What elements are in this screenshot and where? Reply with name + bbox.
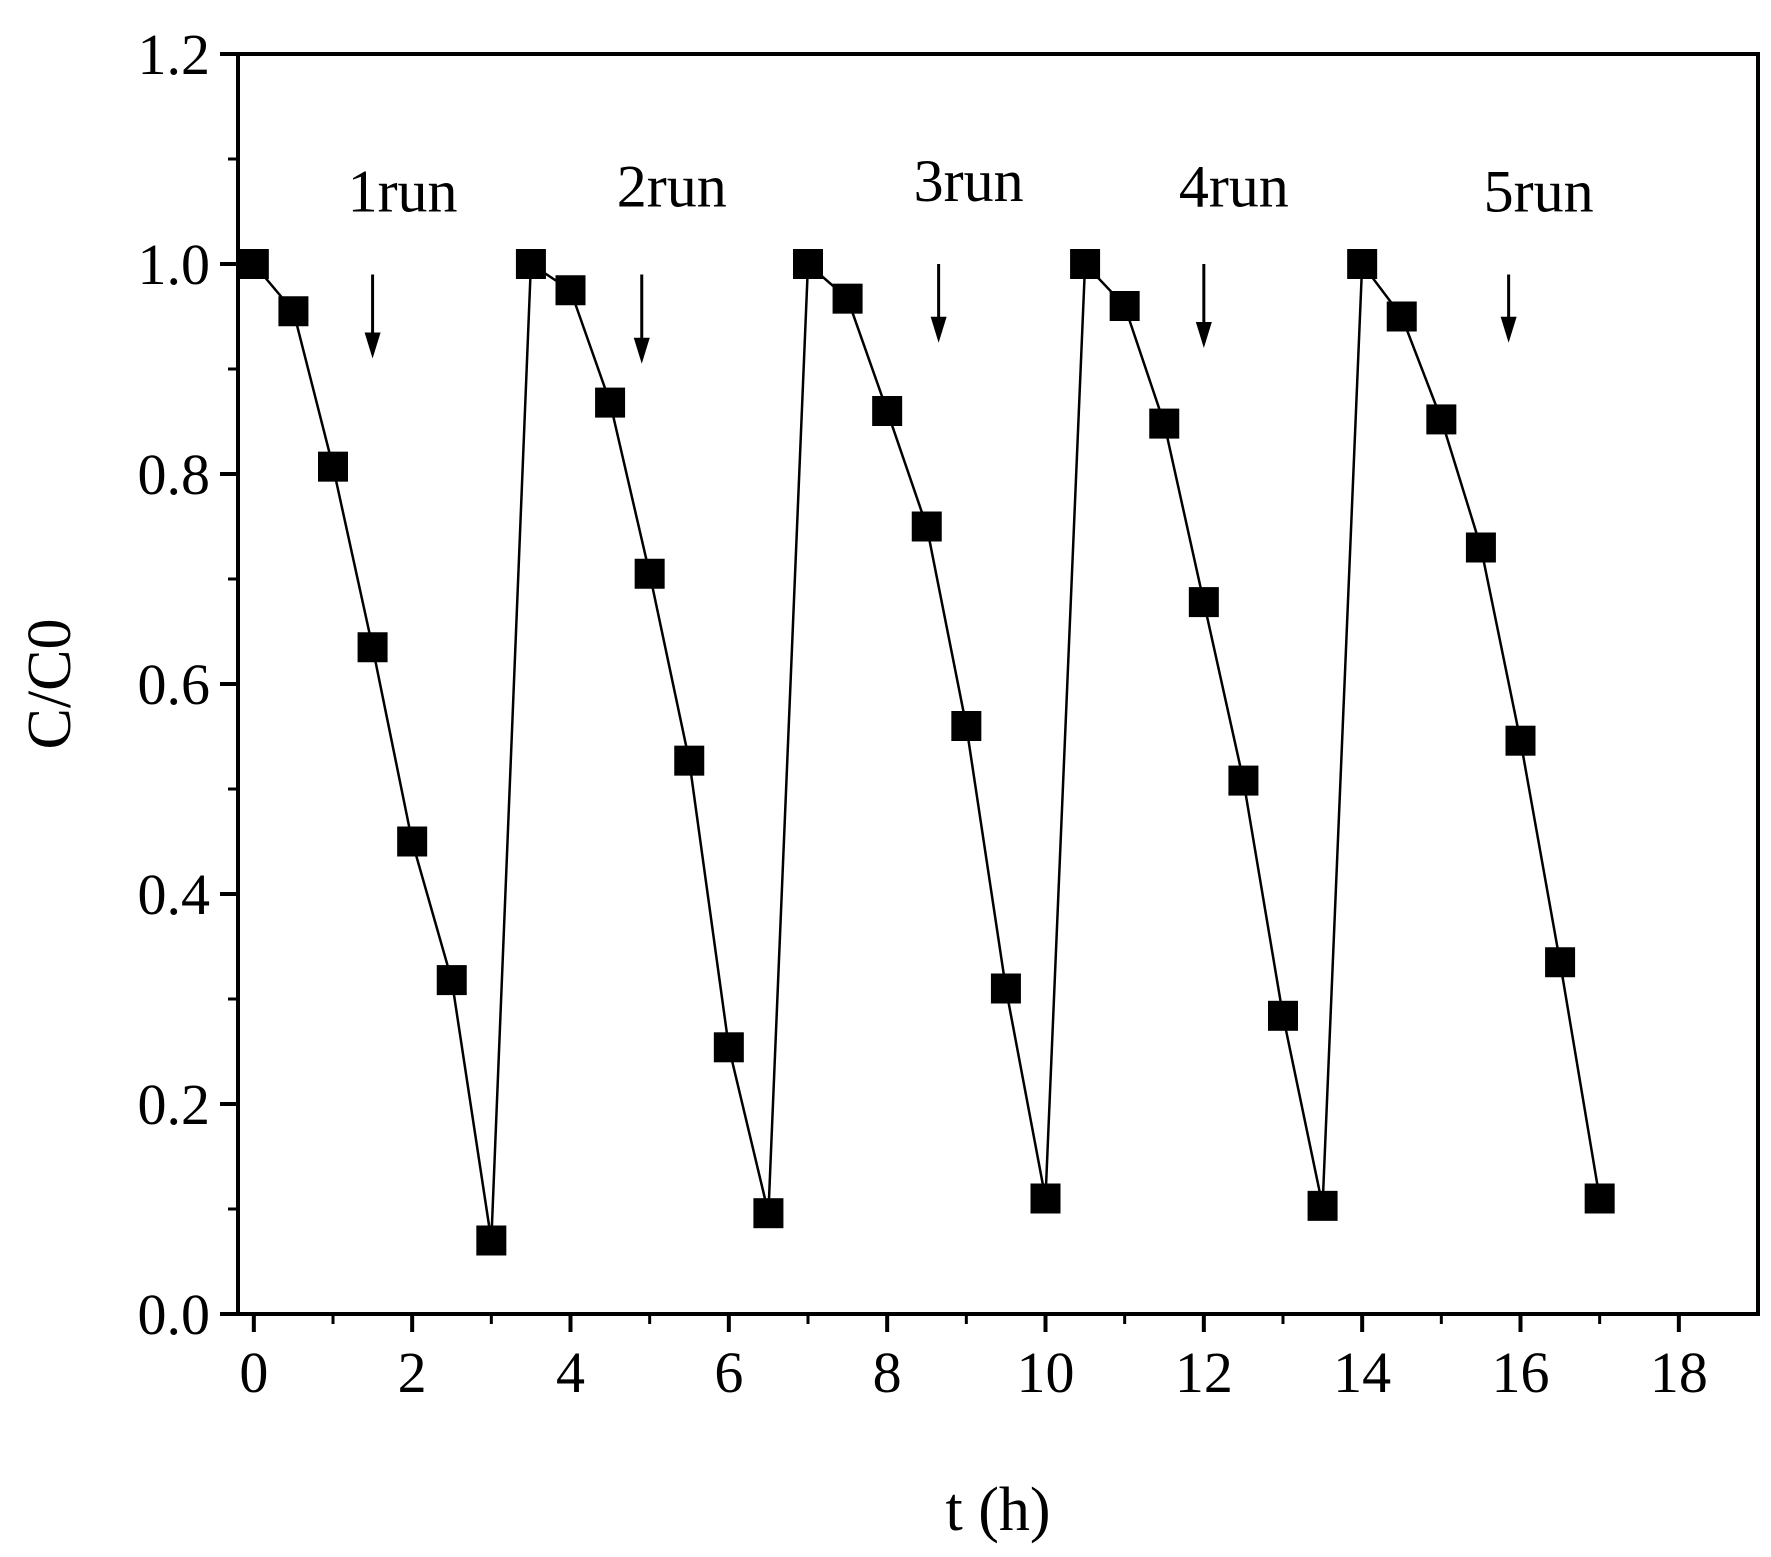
annotations: 1run 2run 3run 4run 5run [348,148,1594,364]
annotation-arrow-head [364,332,381,359]
axes: 0 2 4 6 8 10 12 14 16 18 0.0 0.2 0.4 0.6 0.8 1.0 1.2 [138,22,1708,1405]
data-point [595,387,626,418]
y-axis-label: C/C0 [16,619,84,750]
data-point [1030,1183,1061,1214]
data-point [397,826,428,857]
data-point [1149,408,1180,439]
run-label: 4run [1179,153,1289,219]
annotation-arrow-head [633,337,650,364]
data-point [1228,765,1259,796]
y-tick-label: 0.0 [138,1282,211,1347]
x-tick-label: 12 [1175,1340,1233,1405]
data-point [1070,249,1101,279]
data-point [555,275,586,306]
x-tick-label: 6 [714,1340,743,1405]
run-label: 2run [617,153,727,219]
y-tick-label: 1.0 [138,232,211,297]
data-point [951,711,982,741]
data-point [1188,587,1219,618]
x-tick-label: 18 [1650,1340,1708,1405]
data-point [1426,404,1457,435]
data-point [1268,1000,1298,1031]
data-point [515,249,546,279]
run-label: 1run [348,159,458,225]
data-point [793,249,823,279]
data-point [1584,1183,1615,1214]
data-point [832,283,863,314]
series-lines [252,260,1601,1241]
annotation-arrow-head [930,316,947,343]
data-point [674,745,705,776]
annotation-arrow-head [1195,322,1212,348]
run-label: 5run [1484,159,1594,225]
markers [238,249,1615,1256]
y-tick-label: 0.4 [138,862,211,927]
data-point [476,1225,507,1256]
data-point [753,1198,784,1229]
y-tick-label: 1.2 [138,22,211,87]
x-tick-label: 0 [239,1340,268,1405]
data-point [357,632,388,663]
data-point [1307,1190,1338,1221]
data-point [1465,532,1496,563]
y-tick-label: 0.2 [138,1072,211,1137]
x-tick-label: 4 [556,1340,585,1405]
data-point [1347,249,1378,279]
data-point [238,249,269,279]
data-point [634,558,665,589]
plot-frame [236,52,1760,1316]
data-point [872,396,903,426]
x-tick-label: 8 [873,1340,902,1405]
series-line [252,260,1601,1241]
data-point [436,965,467,996]
data-point [1109,291,1140,321]
data-point [1505,725,1536,756]
x-tick-label: 14 [1333,1340,1391,1405]
x-tick-label: 2 [398,1340,427,1405]
annotation-arrow-head [1500,316,1517,343]
data-point [318,451,348,482]
x-tick-label: 16 [1492,1340,1550,1405]
data-point [278,296,309,327]
data-point [990,973,1021,1004]
x-axis-label: t (h) [945,1476,1050,1544]
data-point [713,1032,744,1063]
x-tick-label: 10 [1017,1340,1075,1405]
data-point [911,511,942,542]
y-tick-label: 0.8 [138,442,211,507]
data-point [1545,947,1576,978]
y-tick-label: 0.6 [138,652,211,717]
run-label: 3run [914,148,1024,214]
data-point [1386,301,1417,332]
